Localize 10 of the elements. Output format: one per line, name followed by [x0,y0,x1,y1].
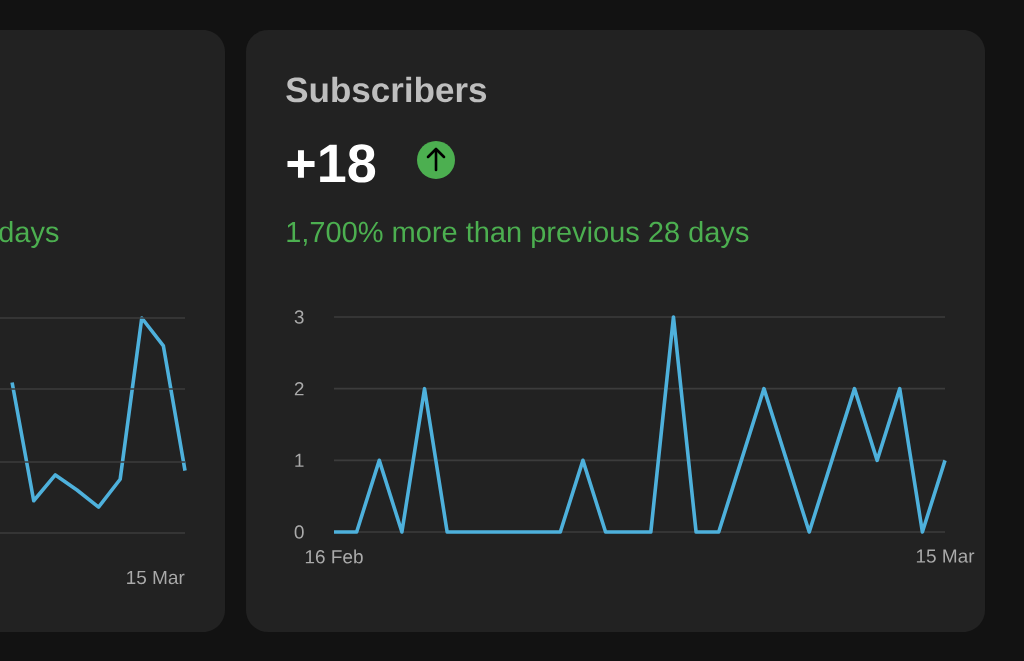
y-tick-label: 1 [295,453,304,467]
y-tick-label: 0 [294,525,304,539]
y-tick-label: 2 [294,382,304,396]
text: 15 Mar [127,570,185,585]
chart-subtitle: +18 [287,144,376,183]
text: 1,700% more than previous 28 days [287,220,749,249]
x-tick-label: 16 Feb [305,549,363,564]
text: days [0,220,59,249]
y-tick-label: 3 [294,310,304,324]
chart-title: Subscribers [286,76,487,103]
